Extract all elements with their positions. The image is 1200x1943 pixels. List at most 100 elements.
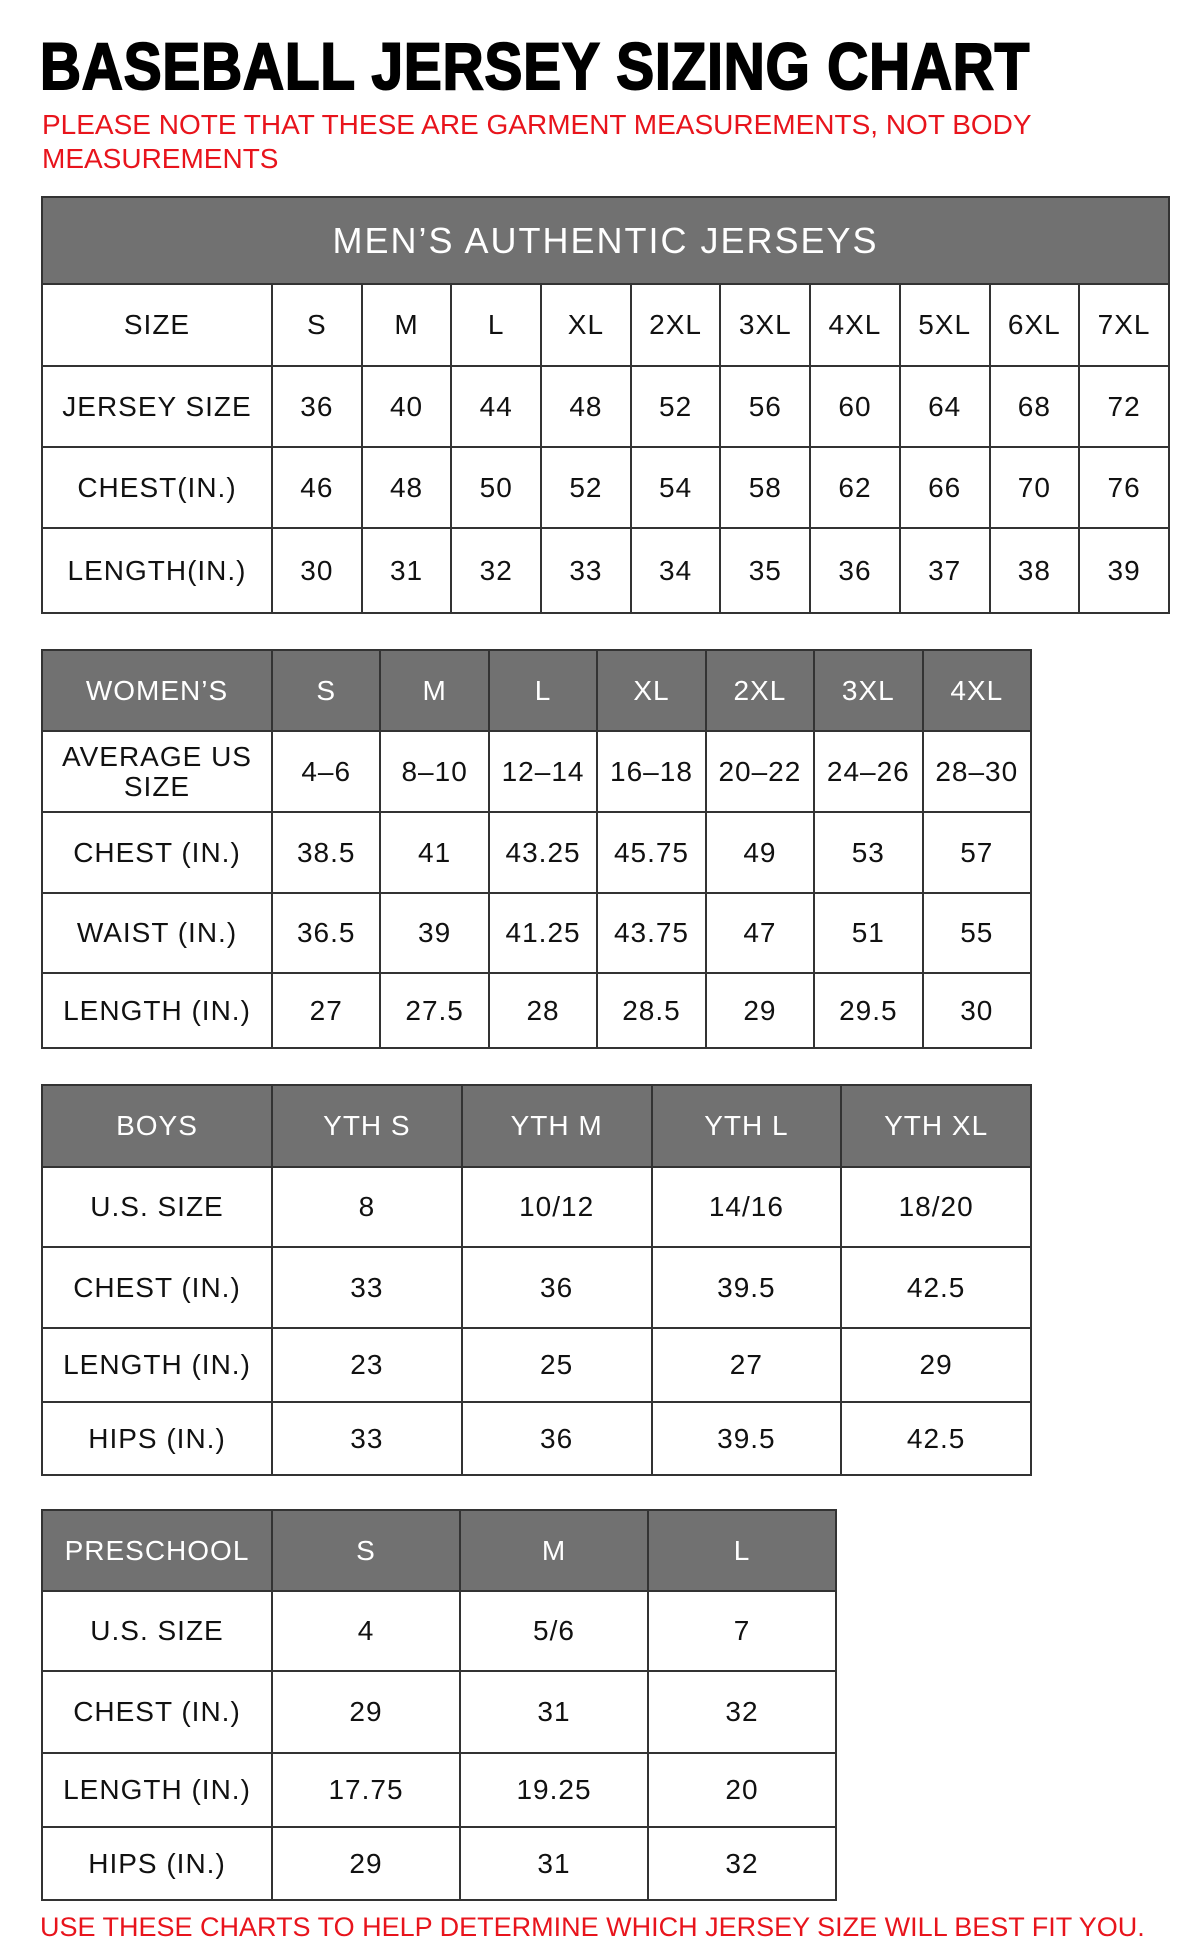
- header-cell: YTH M: [460, 1084, 653, 1168]
- table-cell: 33: [271, 1246, 463, 1329]
- header-cell: YTH S: [271, 1084, 463, 1168]
- header-cell: XL: [596, 649, 707, 732]
- table-cell: 47: [704, 892, 816, 974]
- table-cell: 37: [898, 527, 991, 614]
- header-cell: 2XL: [704, 649, 816, 732]
- row-label: HIPS (IN.): [41, 1826, 273, 1901]
- row-label: WAIST (IN.): [41, 892, 273, 974]
- row-label: AVERAGE US SIZE: [41, 730, 273, 813]
- table-cell: 48: [360, 446, 453, 529]
- table-row: LENGTH (IN.) 27 27.5 28 28.5 29 29.5 30: [41, 972, 1033, 1049]
- table-cell: 35: [719, 527, 812, 614]
- table-cell: 39: [1078, 527, 1170, 614]
- table-cell: XL: [540, 283, 632, 367]
- table-cell: 40: [360, 365, 453, 448]
- table-cell: 27: [650, 1327, 843, 1403]
- table-cell: 36: [271, 365, 363, 448]
- mens-title: MEN’S AUTHENTIC JERSEYS: [41, 196, 1170, 285]
- page-title: BASEBALL JERSEY SIZING CHART: [39, 28, 1031, 104]
- table-cell: 29: [271, 1670, 461, 1754]
- row-label: LENGTH (IN.): [41, 1752, 273, 1828]
- table-cell: 28–30: [921, 730, 1033, 813]
- table-cell: 41.25: [487, 892, 599, 974]
- row-label: CHEST(IN.): [41, 446, 273, 529]
- table-cell: 29.5: [813, 972, 924, 1049]
- header-cell: M: [459, 1509, 649, 1592]
- footer-note: USE THESE CHARTS TO HELP DETERMINE WHICH…: [40, 1912, 1145, 1942]
- table-cell: 36.5: [270, 892, 382, 974]
- table-cell: 4: [271, 1590, 461, 1672]
- table-row: CHEST(IN.) 46 48 50 52 54 58 62 66 70 76: [41, 446, 1170, 529]
- row-label: CHEST (IN.): [41, 1246, 273, 1329]
- header-cell: 4XL: [921, 649, 1033, 732]
- table-cell: 39: [379, 892, 490, 974]
- table-row: LENGTH (IN.) 17.75 19.25 20: [41, 1752, 837, 1828]
- table-row: AVERAGE US SIZE 4–6 8–10 12–14 16–18 20–22 24–…: [41, 730, 1033, 813]
- table-cell: 29: [840, 1327, 1032, 1403]
- header-cell: S: [271, 1509, 461, 1592]
- table-row: CHEST (IN.) 29 31 32: [41, 1670, 837, 1754]
- table-cell: 2XL: [629, 283, 722, 367]
- row-label: CHEST (IN.): [41, 1670, 273, 1754]
- table-cell: 4XL: [809, 283, 901, 367]
- table-cell: 28.5: [596, 972, 707, 1049]
- table-cell: 39.5: [650, 1246, 843, 1329]
- table-cell: 72: [1078, 365, 1170, 448]
- table-cell: 66: [898, 446, 991, 529]
- table-cell: 52: [629, 365, 722, 448]
- table-cell: 8–10: [379, 730, 490, 813]
- table-cell: M: [360, 283, 453, 367]
- row-label: LENGTH(IN.): [41, 527, 273, 614]
- boys-table: BOYS YTH S YTH M YTH L YTH XL U.S. SIZE 8 10/12…: [41, 1084, 1032, 1476]
- table-cell: 27: [270, 972, 382, 1049]
- table-cell: 50: [450, 446, 543, 529]
- table-cell: 42.5: [840, 1401, 1032, 1476]
- table-cell: 38: [988, 527, 1081, 614]
- table-cell: 16–18: [596, 730, 707, 813]
- table-cell: 30: [921, 972, 1033, 1049]
- table-cell: 24–26: [813, 730, 924, 813]
- table-cell: 46: [271, 446, 363, 529]
- header-cell: L: [647, 1509, 837, 1592]
- row-label: U.S. SIZE: [41, 1590, 273, 1672]
- womens-header-row: WOMEN’S S M L XL 2XL 3XL 4XL: [41, 649, 1033, 732]
- table-row: CHEST (IN.) 38.5 41 43.25 45.75 49 53 57: [41, 811, 1033, 894]
- table-cell: 57: [921, 811, 1033, 894]
- table-cell: 4–6: [270, 730, 382, 813]
- table-row: HIPS (IN.) 29 31 32: [41, 1826, 837, 1901]
- table-cell: 33: [271, 1401, 463, 1476]
- table-cell: 29: [271, 1826, 461, 1901]
- table-cell: 53: [813, 811, 924, 894]
- table-row: CHEST (IN.) 33 36 39.5 42.5: [41, 1246, 1032, 1329]
- table-cell: 17.75: [271, 1752, 461, 1828]
- row-label: JERSEY SIZE: [41, 365, 273, 448]
- preschool-header-row: PRESCHOOL S M L: [41, 1509, 837, 1592]
- table-cell: 36: [460, 1401, 653, 1476]
- header-cell: YTH L: [650, 1084, 843, 1168]
- header-cell: WOMEN’S: [41, 649, 273, 732]
- table-cell: 56: [719, 365, 812, 448]
- table-cell: 44: [450, 365, 543, 448]
- table-cell: 70: [988, 446, 1081, 529]
- table-cell: 10/12: [460, 1166, 653, 1248]
- table-cell: 68: [988, 365, 1081, 448]
- row-label: SIZE: [41, 283, 273, 367]
- header-cell: YTH XL: [840, 1084, 1032, 1168]
- table-row: WAIST (IN.) 36.5 39 41.25 43.75 47 51 55: [41, 892, 1033, 974]
- table-cell: 64: [898, 365, 991, 448]
- mens-table: MEN’S AUTHENTIC JERSEYS SIZE S M L XL 2XL 3XL 4…: [41, 196, 1170, 614]
- table-cell: 14/16: [650, 1166, 843, 1248]
- row-label: LENGTH (IN.): [41, 1327, 273, 1403]
- table-cell: 19.25: [459, 1752, 649, 1828]
- table-cell: 42.5: [840, 1246, 1032, 1329]
- table-cell: 29: [704, 972, 816, 1049]
- table-row: HIPS (IN.) 33 36 39.5 42.5: [41, 1401, 1032, 1476]
- table-cell: 20: [647, 1752, 837, 1828]
- table-cell: 60: [809, 365, 901, 448]
- table-row: LENGTH(IN.) 30 31 32 33 34 35 36 37 38 39: [41, 527, 1170, 614]
- table-cell: 7: [647, 1590, 837, 1672]
- header-cell: PRESCHOOL: [41, 1509, 273, 1592]
- table-cell: 6XL: [988, 283, 1081, 367]
- table-cell: 23: [271, 1327, 463, 1403]
- table-cell: 76: [1078, 446, 1170, 529]
